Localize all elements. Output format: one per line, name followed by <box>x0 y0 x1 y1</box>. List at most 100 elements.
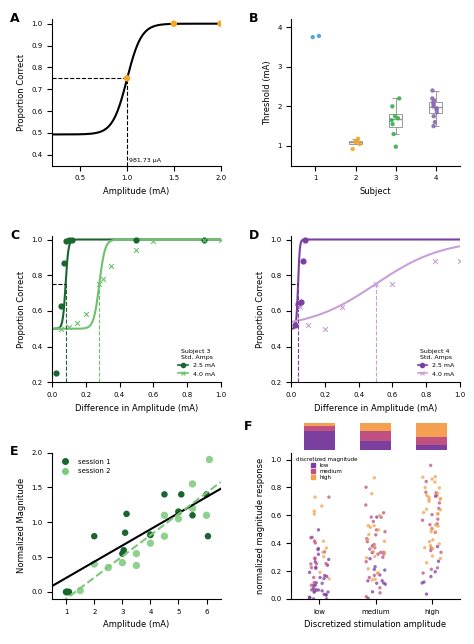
Point <box>64 587 72 597</box>
Point <box>307 533 315 543</box>
Point <box>312 563 319 573</box>
Point <box>433 491 440 501</box>
Point <box>120 545 128 555</box>
Point <box>73 318 81 328</box>
X-axis label: Amplitude (mA): Amplitude (mA) <box>103 187 170 196</box>
Point <box>364 576 372 586</box>
Point <box>310 578 318 588</box>
X-axis label: Discretized stimulation amplitude: Discretized stimulation amplitude <box>304 620 447 629</box>
Point <box>189 510 196 520</box>
Point <box>364 535 372 545</box>
Point <box>432 488 440 498</box>
Point <box>368 489 375 499</box>
X-axis label: Difference in Amplitude (mA): Difference in Amplitude (mA) <box>75 404 198 413</box>
Point <box>52 368 59 379</box>
Point <box>175 514 182 524</box>
Point <box>434 509 442 519</box>
Point <box>432 520 439 530</box>
Point <box>321 547 328 557</box>
Point <box>307 559 315 569</box>
Point <box>370 547 377 557</box>
Point <box>300 256 307 266</box>
Point <box>319 585 326 596</box>
Point <box>428 524 436 534</box>
Point <box>381 565 389 575</box>
Point <box>217 234 224 245</box>
Point <box>315 585 322 595</box>
Point <box>203 510 210 520</box>
Point <box>322 558 330 569</box>
Point <box>367 512 375 522</box>
Text: F: F <box>244 421 253 433</box>
Point <box>371 574 379 584</box>
Point <box>365 529 373 540</box>
Point <box>437 505 444 515</box>
Point <box>380 507 387 518</box>
Point <box>377 512 385 522</box>
Point <box>429 544 437 554</box>
Point <box>311 586 319 596</box>
Point <box>65 587 73 597</box>
X-axis label: Difference in Amplitude (mA): Difference in Amplitude (mA) <box>314 404 437 413</box>
Point <box>431 527 439 538</box>
Point <box>321 571 328 581</box>
Point <box>433 104 440 115</box>
Point <box>433 103 440 113</box>
Point <box>374 568 382 578</box>
Point <box>363 592 370 602</box>
Point <box>437 494 444 504</box>
Point <box>389 119 396 129</box>
Point <box>373 578 381 589</box>
Point <box>309 32 317 43</box>
Point <box>313 558 320 569</box>
Point <box>324 560 331 571</box>
Point <box>104 562 112 573</box>
Point <box>428 86 436 96</box>
Point <box>189 503 196 513</box>
Point <box>76 585 84 596</box>
Point <box>381 548 388 558</box>
Text: D: D <box>249 229 259 242</box>
Point <box>177 489 185 500</box>
Point <box>426 536 433 547</box>
Point <box>294 299 302 309</box>
Point <box>394 113 401 124</box>
Point <box>200 234 208 245</box>
Point <box>427 545 435 556</box>
Point <box>133 245 140 256</box>
Point <box>373 525 380 535</box>
Point <box>373 512 381 522</box>
Point <box>376 588 384 598</box>
Point <box>175 507 182 517</box>
Point <box>298 297 305 307</box>
Point <box>322 590 330 600</box>
Point <box>431 471 439 482</box>
Point <box>431 477 439 488</box>
Point <box>437 547 445 558</box>
Point <box>311 584 319 594</box>
Point <box>91 531 98 542</box>
Y-axis label: Proportion Correct: Proportion Correct <box>256 270 265 348</box>
Point <box>314 544 322 554</box>
Point <box>325 554 332 565</box>
Y-axis label: Proportion Correct: Proportion Correct <box>17 270 26 348</box>
Point <box>435 503 443 513</box>
Point <box>312 578 320 588</box>
Point <box>310 587 318 598</box>
Point <box>82 309 90 319</box>
Point <box>291 320 299 330</box>
Point <box>365 593 372 603</box>
Point <box>370 520 378 531</box>
Point <box>434 521 442 531</box>
Point <box>391 111 399 121</box>
Text: B: B <box>249 12 259 25</box>
Point <box>311 557 319 567</box>
Point <box>372 279 379 289</box>
Point <box>371 473 378 483</box>
Point <box>65 322 73 332</box>
Point <box>319 578 326 589</box>
Point <box>430 95 438 106</box>
Point <box>306 592 313 603</box>
Point <box>381 527 389 537</box>
Point <box>422 477 430 487</box>
